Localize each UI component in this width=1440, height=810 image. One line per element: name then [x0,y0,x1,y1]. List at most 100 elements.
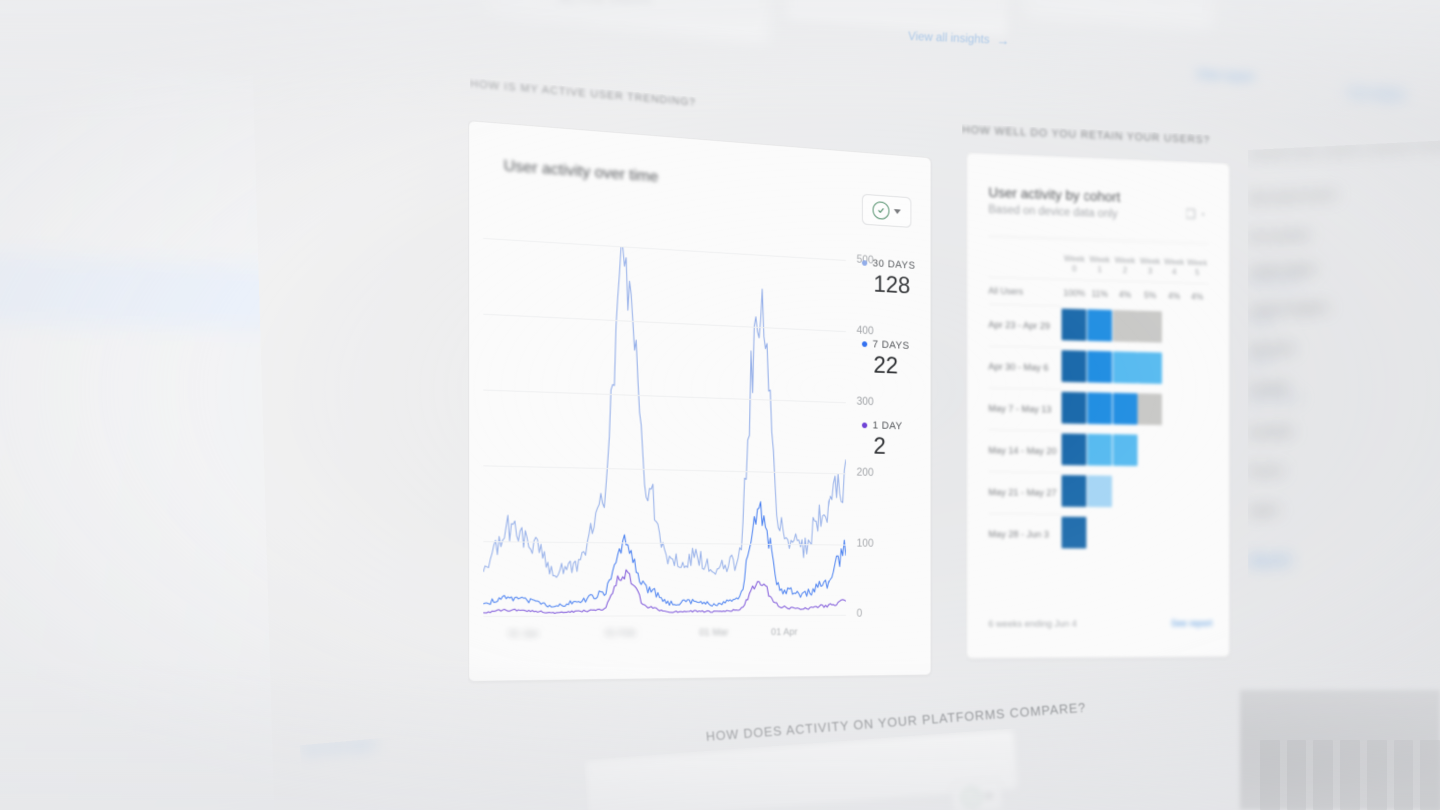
cell-value: 4% [1162,282,1186,310]
table-row: May 28 - Jun 3 [988,513,1209,556]
chevron-down-icon[interactable] [893,209,901,215]
column-header: Week 3 [1139,255,1161,276]
heatmap-cell[interactable] [1138,515,1163,556]
heatmap-cell[interactable] [1061,348,1087,390]
heatmap-cell[interactable] [1163,474,1186,515]
more-options-icon[interactable] [1186,205,1210,222]
heatmap-cell[interactable] [1112,432,1138,474]
list-item-label: France [1248,464,1284,478]
heatmap-cell-fill [1061,350,1087,383]
left-channels-panel[interactable]: Top channels Organic search 12,480 Direc… [0,22,386,810]
cohort-card: User activity by cohort Based on device … [966,152,1230,659]
heatmap-cell[interactable] [1186,515,1209,556]
legend-label: 30 DAYS [872,257,916,272]
view-all-insights-link[interactable]: View all insights → [908,30,1010,48]
top-card-partial-left[interactable] [488,0,770,45]
table-row: May 21 - May 27 [988,471,1209,516]
heatmap-cell[interactable] [1061,514,1087,555]
heatmap-cell[interactable] [1137,350,1163,392]
list-item[interactable]: Email 1,620 [0,394,376,471]
heatmap-cell[interactable] [1061,306,1087,348]
heatmap-cell-fill [1061,308,1087,341]
right-panel-footer-link[interactable]: View all [1248,555,1289,568]
row-label: May 28 - Jun 3 [988,513,1062,556]
heatmap-cell[interactable] [1186,474,1209,515]
heatmap-cell[interactable] [1112,307,1138,349]
y-axis-tick: 100 [856,538,874,550]
column-header: Week 2 [1114,254,1136,275]
column-header: Week 1 [1089,254,1110,275]
heatmap-cell[interactable] [1186,392,1209,433]
heatmap-cell[interactable] [1112,515,1137,556]
legend-item[interactable]: 7 DAYS 22 [861,338,967,382]
heatmap-cell[interactable] [1186,310,1209,352]
heatmap-cell-fill [1087,350,1113,383]
heatmap-cell[interactable] [1138,473,1163,514]
x-axis-tick: 01 Mar [699,627,729,639]
heatmap-cell[interactable] [1087,307,1113,349]
list-item[interactable]: France58 [1248,445,1440,491]
heatmap-cell[interactable] [1138,432,1163,474]
bottom-status-filter-button[interactable] [951,780,1003,810]
list-item[interactable]: Japan41 [1248,484,1440,530]
chevron-down-icon[interactable] [984,793,993,799]
legend-item[interactable]: 30 DAYS 128 [861,257,967,303]
heatmap-cell-fill [1087,475,1113,508]
chart-status-filter-button[interactable] [861,193,912,228]
legend-item[interactable]: 1 DAY 2 [861,420,967,463]
cohort-footer-link[interactable]: See report [1170,618,1213,630]
heatmap-cell[interactable] [1186,433,1209,474]
top-card-partial-right[interactable] [1024,0,1215,30]
chart-line-30-days [483,238,846,578]
cohort-table: Week 0 Week 1 Week 2 Week 3 Week 4 Week … [988,245,1209,556]
heatmap-cell[interactable] [1163,515,1186,556]
heatmap-cell-fill [1112,309,1138,343]
heatmap-cell[interactable] [1186,351,1209,393]
list-item-value: 2,441 [307,357,340,373]
row-label: May 21 - May 27 [988,471,1062,515]
list-item-label: Germany Europe [1248,335,1440,365]
list-item-value: 317 [325,613,348,630]
top-link-view-report[interactable]: View report [1195,68,1255,84]
list-item-value: 3,908 [305,292,339,309]
legend-dot-icon [861,341,868,348]
list-item-value: 842 [323,549,346,566]
heatmap-cell[interactable] [1061,431,1087,473]
heatmap-cell[interactable] [1163,391,1186,433]
heatmap-cell[interactable] [1112,390,1138,432]
heatmap-cell[interactable] [1061,389,1087,431]
table-header-row: Week 0 Week 1 Week 2 Week 3 Week 4 Week … [988,245,1208,284]
center-section-header: How is my active user trending? [470,78,696,109]
list-item-label: United Kingdom Europe [1248,296,1440,326]
list-item-sublabel: North America [1248,393,1301,404]
column-header-cohort [988,245,1061,280]
heatmap-cell[interactable] [1163,433,1186,474]
heatmap-cell[interactable] [1163,350,1186,392]
heatmap-cell[interactable] [1087,473,1113,515]
cell-value: 4% [1112,280,1138,309]
list-item[interactable]: Australia74 [1248,405,1440,452]
list-item-value: 1,620 [309,422,342,437]
list-item-label: Site search terms [1248,188,1337,205]
heatmap-cell-fill [1112,392,1138,425]
x-axis-tick: 01 Jan [508,628,539,640]
heatmap-cell[interactable] [1137,391,1163,433]
column-header: Week 5 [1187,257,1208,278]
top-link-see-details[interactable]: See details [1347,86,1406,102]
heatmap-cell[interactable] [1137,308,1163,350]
right-sources-panel[interactable]: Where are users coming from? Site search… [1248,137,1440,620]
heatmap-cell[interactable] [1112,473,1137,515]
heatmap-cell[interactable] [1087,348,1113,390]
heatmap-cell[interactable] [1061,473,1087,515]
heatmap-cell[interactable] [1087,514,1112,555]
heatmap-cell[interactable] [1163,309,1186,351]
heatmap-cell[interactable] [1087,431,1113,473]
heatmap-cell[interactable] [1112,349,1138,391]
heatmap-cell-fill [1087,309,1113,342]
column-header: Week 0 [1063,253,1085,274]
legend-dot-icon [861,422,868,429]
cell-value: 4% [1185,283,1209,311]
heatmap-cell[interactable] [1087,390,1113,432]
